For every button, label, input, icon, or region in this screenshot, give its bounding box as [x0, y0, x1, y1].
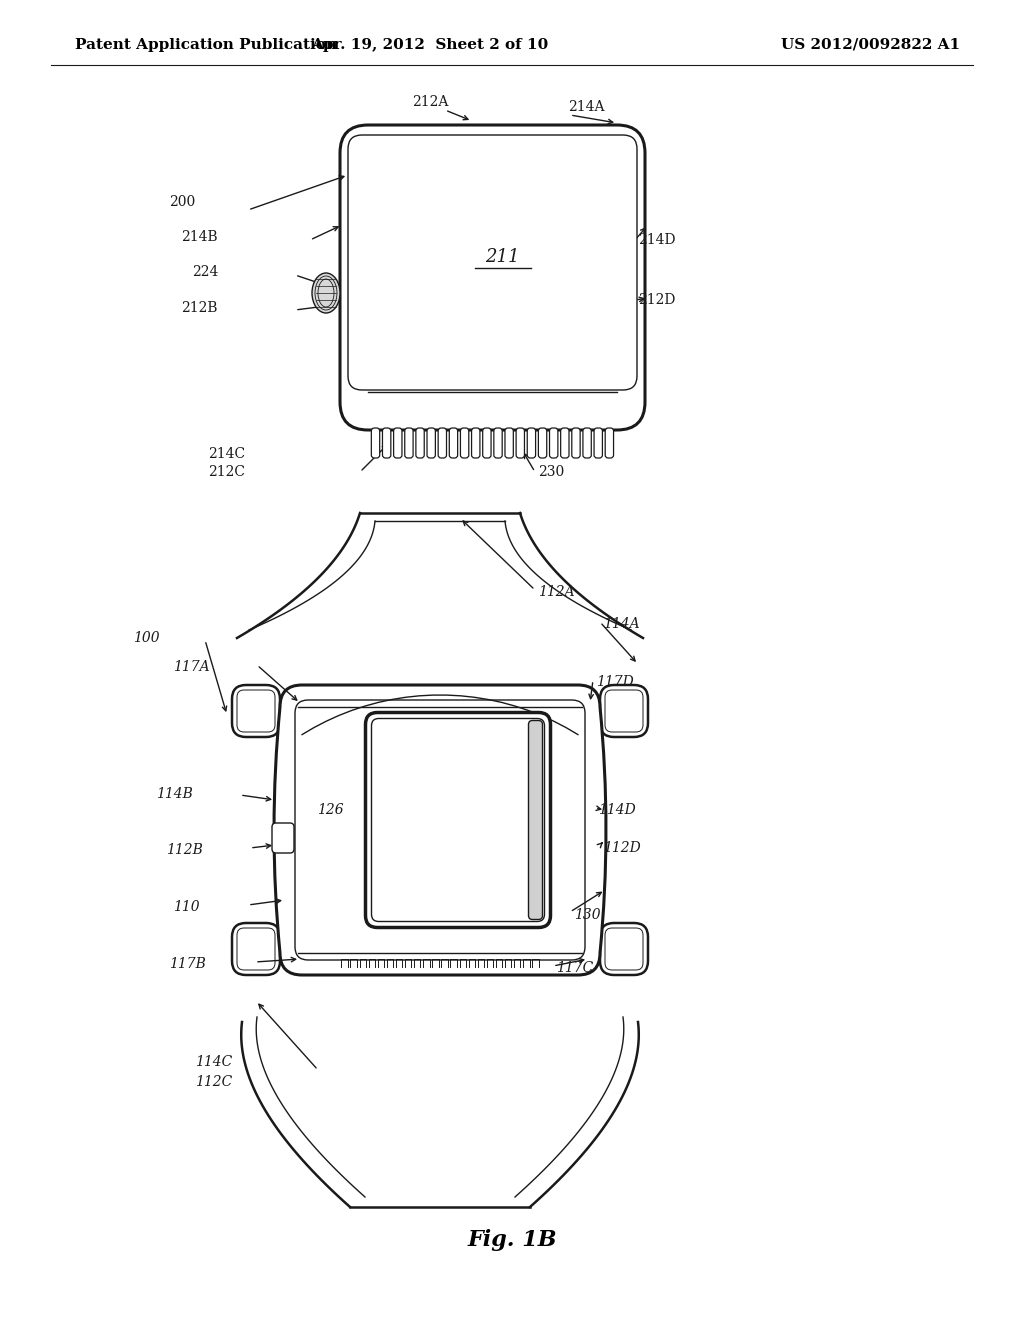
FancyBboxPatch shape — [571, 428, 581, 458]
FancyBboxPatch shape — [348, 135, 637, 389]
Text: Patent Application Publication: Patent Application Publication — [75, 38, 337, 51]
FancyBboxPatch shape — [404, 428, 413, 458]
FancyBboxPatch shape — [232, 923, 280, 975]
FancyBboxPatch shape — [605, 428, 613, 458]
Text: 212D: 212D — [638, 293, 676, 308]
Text: 114B: 114B — [156, 787, 193, 801]
Ellipse shape — [312, 273, 340, 313]
FancyBboxPatch shape — [539, 428, 547, 458]
Text: Fig. 1B: Fig. 1B — [467, 1229, 557, 1251]
FancyBboxPatch shape — [494, 428, 502, 458]
Text: 114A: 114A — [603, 616, 640, 631]
Text: 100: 100 — [133, 631, 160, 645]
Text: 214A: 214A — [568, 100, 604, 114]
PathPatch shape — [274, 685, 606, 975]
Text: 122: 122 — [467, 813, 494, 828]
FancyBboxPatch shape — [232, 685, 280, 737]
FancyBboxPatch shape — [527, 428, 536, 458]
Text: 112D: 112D — [603, 841, 641, 855]
Text: 130: 130 — [574, 908, 601, 921]
FancyBboxPatch shape — [366, 713, 551, 928]
Text: 200: 200 — [169, 195, 195, 209]
Text: 114D: 114D — [598, 803, 636, 817]
FancyBboxPatch shape — [450, 428, 458, 458]
Text: 211: 211 — [485, 248, 520, 267]
Text: 110: 110 — [173, 900, 200, 913]
Text: 114C: 114C — [195, 1055, 232, 1069]
FancyBboxPatch shape — [416, 428, 424, 458]
Text: 117D: 117D — [596, 675, 634, 689]
Text: 212A: 212A — [412, 95, 449, 110]
FancyBboxPatch shape — [583, 428, 591, 458]
Text: 112A: 112A — [538, 585, 574, 599]
FancyBboxPatch shape — [340, 125, 645, 430]
Text: 214D: 214D — [638, 234, 676, 247]
Text: 117B: 117B — [169, 957, 206, 972]
FancyBboxPatch shape — [528, 721, 543, 920]
Text: 112B: 112B — [166, 843, 203, 857]
Text: 230: 230 — [538, 465, 564, 479]
Text: 214C: 214C — [208, 447, 245, 461]
FancyBboxPatch shape — [600, 923, 648, 975]
FancyBboxPatch shape — [438, 428, 446, 458]
Text: 212C: 212C — [208, 465, 245, 479]
Text: 214B: 214B — [181, 230, 218, 244]
Text: 126: 126 — [316, 803, 343, 817]
Polygon shape — [237, 513, 643, 638]
FancyBboxPatch shape — [272, 822, 294, 853]
FancyBboxPatch shape — [427, 428, 435, 458]
Text: 124: 124 — [429, 895, 456, 909]
FancyBboxPatch shape — [550, 428, 558, 458]
FancyBboxPatch shape — [372, 428, 380, 458]
Text: 112C: 112C — [195, 1074, 232, 1089]
FancyBboxPatch shape — [472, 428, 480, 458]
FancyBboxPatch shape — [461, 428, 469, 458]
Text: 212B: 212B — [181, 301, 218, 315]
FancyBboxPatch shape — [372, 718, 545, 921]
FancyBboxPatch shape — [561, 428, 569, 458]
Text: 117C: 117C — [556, 961, 593, 975]
FancyBboxPatch shape — [516, 428, 524, 458]
Text: 117A: 117A — [173, 660, 210, 675]
FancyBboxPatch shape — [594, 428, 602, 458]
Text: US 2012/0092822 A1: US 2012/0092822 A1 — [781, 38, 961, 51]
Text: 224: 224 — [191, 265, 218, 279]
FancyBboxPatch shape — [482, 428, 492, 458]
FancyBboxPatch shape — [600, 685, 648, 737]
FancyBboxPatch shape — [383, 428, 391, 458]
FancyBboxPatch shape — [505, 428, 513, 458]
FancyBboxPatch shape — [393, 428, 402, 458]
Text: Apr. 19, 2012  Sheet 2 of 10: Apr. 19, 2012 Sheet 2 of 10 — [311, 38, 549, 51]
